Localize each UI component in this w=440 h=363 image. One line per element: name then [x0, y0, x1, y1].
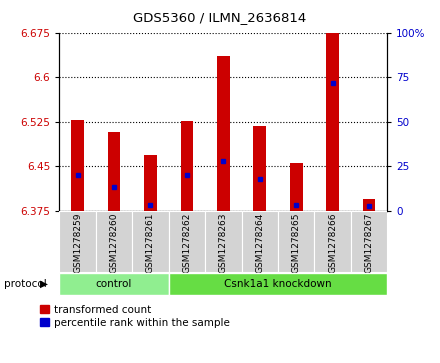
- Bar: [205, 211, 242, 272]
- Text: GSM1278264: GSM1278264: [255, 212, 264, 273]
- Text: control: control: [96, 279, 132, 289]
- Bar: [290, 163, 303, 211]
- Bar: [217, 56, 230, 211]
- Text: GSM1278265: GSM1278265: [292, 212, 301, 273]
- Bar: [180, 121, 193, 211]
- Bar: [363, 199, 375, 211]
- Text: GSM1278263: GSM1278263: [219, 212, 228, 273]
- Bar: [59, 211, 96, 272]
- Bar: [169, 211, 205, 272]
- Bar: [253, 126, 266, 211]
- Bar: [351, 211, 387, 272]
- Bar: [132, 211, 169, 272]
- Text: GSM1278260: GSM1278260: [110, 212, 118, 273]
- Bar: [314, 211, 351, 272]
- Bar: [242, 211, 278, 272]
- Text: GSM1278259: GSM1278259: [73, 212, 82, 273]
- Text: GDS5360 / ILMN_2636814: GDS5360 / ILMN_2636814: [133, 11, 307, 24]
- Bar: [169, 273, 387, 295]
- Text: GSM1278267: GSM1278267: [364, 212, 374, 273]
- Legend: transformed count, percentile rank within the sample: transformed count, percentile rank withi…: [40, 305, 230, 328]
- Text: GSM1278266: GSM1278266: [328, 212, 337, 273]
- Text: protocol: protocol: [4, 279, 47, 289]
- Bar: [59, 273, 169, 295]
- Text: Csnk1a1 knockdown: Csnk1a1 knockdown: [224, 279, 332, 289]
- Bar: [144, 155, 157, 211]
- Text: ▶: ▶: [40, 279, 48, 289]
- Text: GSM1278261: GSM1278261: [146, 212, 155, 273]
- Bar: [71, 120, 84, 211]
- Bar: [278, 211, 314, 272]
- Bar: [96, 211, 132, 272]
- Bar: [108, 132, 121, 211]
- Text: GSM1278262: GSM1278262: [182, 212, 191, 273]
- Bar: [326, 33, 339, 211]
